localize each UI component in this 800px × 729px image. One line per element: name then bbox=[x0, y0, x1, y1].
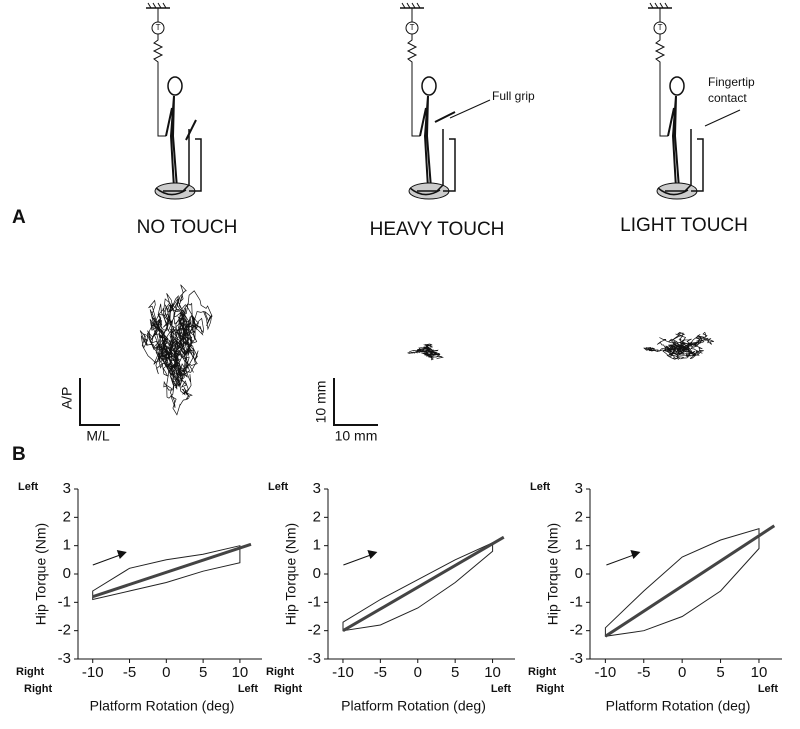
sway-trace bbox=[139, 284, 213, 416]
y-tick-label: 0 bbox=[313, 565, 321, 582]
y-tick-label: 2 bbox=[575, 508, 583, 525]
x-end-label: Right bbox=[536, 683, 564, 695]
x-end-label: Left bbox=[491, 683, 512, 695]
y-tick-label: 3 bbox=[575, 480, 583, 497]
sway-trace bbox=[643, 331, 714, 360]
direction-arrowhead bbox=[630, 550, 641, 559]
scale-bar bbox=[79, 378, 120, 426]
y-tick-label: -2 bbox=[58, 622, 71, 639]
y-end-label: Left bbox=[268, 481, 289, 493]
x-tick-label: 0 bbox=[414, 664, 422, 681]
handle bbox=[185, 111, 456, 141]
y-tick-label: 2 bbox=[313, 508, 321, 525]
x-tick-label: 5 bbox=[716, 664, 724, 681]
y-tick-label: -1 bbox=[58, 593, 71, 610]
setup-diagram bbox=[399, 2, 456, 200]
annotation: Fingertip bbox=[708, 75, 755, 89]
y-tick-label: -2 bbox=[570, 622, 583, 639]
x-tick-label: -10 bbox=[82, 664, 104, 681]
x-end-label: Left bbox=[238, 683, 259, 695]
scale-label: 10 mm bbox=[313, 381, 329, 424]
y-tick-label: 1 bbox=[313, 537, 321, 554]
y-tick-label: -1 bbox=[308, 593, 321, 610]
x-tick-label: 0 bbox=[678, 664, 686, 681]
scale-bar bbox=[333, 378, 378, 426]
torque-loop bbox=[342, 542, 494, 632]
x-tick-label: 10 bbox=[751, 664, 768, 681]
y-tick-label: -3 bbox=[58, 650, 71, 667]
direction-arrowhead bbox=[116, 550, 127, 559]
regression-line bbox=[342, 535, 505, 632]
x-axis-label: Platform Rotation (deg) bbox=[90, 698, 235, 714]
pointer-arrow bbox=[704, 109, 741, 127]
x-tick-label: -10 bbox=[332, 664, 354, 681]
y-tick-label: 1 bbox=[63, 537, 71, 554]
x-end-label: Right bbox=[274, 683, 302, 695]
y-end-label: Right bbox=[16, 666, 44, 678]
y-tick-label: -3 bbox=[570, 650, 583, 667]
setup-diagram bbox=[145, 2, 202, 200]
y-end-label: Left bbox=[18, 481, 39, 493]
sway-trace bbox=[407, 343, 445, 361]
scale-label: A/P bbox=[59, 387, 75, 410]
x-tick-label: 10 bbox=[484, 664, 501, 681]
x-tick-label: 0 bbox=[162, 664, 170, 681]
y-tick-label: 0 bbox=[575, 565, 583, 582]
pointer-arrow bbox=[449, 99, 491, 119]
y-tick-label: 1 bbox=[575, 537, 583, 554]
x-end-label: Right bbox=[24, 683, 52, 695]
y-end-label: Right bbox=[266, 666, 294, 678]
torque-loop bbox=[604, 528, 760, 637]
panel-label: A bbox=[12, 207, 26, 228]
y-tick-label: 3 bbox=[63, 480, 71, 497]
regression-line bbox=[604, 524, 776, 638]
y-axis-label: Hip Torque (Nm) bbox=[33, 523, 49, 625]
y-tick-label: -3 bbox=[308, 650, 321, 667]
x-tick-label: 5 bbox=[451, 664, 459, 681]
direction-arrow bbox=[606, 553, 637, 566]
x-tick-label: -5 bbox=[123, 664, 136, 681]
regression-line bbox=[92, 542, 252, 599]
x-tick-label: -5 bbox=[374, 664, 387, 681]
x-tick-label: 5 bbox=[199, 664, 207, 681]
y-end-label: Right bbox=[528, 666, 556, 678]
y-tick-label: -2 bbox=[308, 622, 321, 639]
direction-arrow bbox=[343, 553, 374, 566]
direction-arrow bbox=[92, 553, 123, 566]
x-tick-label: -10 bbox=[595, 664, 617, 681]
setup-diagram bbox=[647, 2, 704, 200]
y-tick-label: 3 bbox=[313, 480, 321, 497]
direction-arrowhead bbox=[367, 550, 378, 559]
scale-label: M/L bbox=[86, 428, 110, 444]
y-axis-label: Hip Torque (Nm) bbox=[545, 523, 561, 625]
condition-title: NO TOUCH bbox=[137, 217, 238, 238]
y-axis-label: Hip Torque (Nm) bbox=[283, 523, 299, 625]
y-end-label: Left bbox=[530, 481, 551, 493]
annotation: Full grip bbox=[492, 89, 535, 103]
scale-label: 10 mm bbox=[335, 428, 378, 444]
x-tick-label: 10 bbox=[232, 664, 249, 681]
y-tick-label: 0 bbox=[63, 565, 71, 582]
panel-label: B bbox=[12, 444, 26, 465]
x-axis-label: Platform Rotation (deg) bbox=[606, 698, 751, 714]
condition-title: LIGHT TOUCH bbox=[620, 215, 748, 236]
y-tick-label: -1 bbox=[570, 593, 583, 610]
x-tick-label: -5 bbox=[637, 664, 650, 681]
x-axis-label: Platform Rotation (deg) bbox=[341, 698, 486, 714]
y-tick-label: 2 bbox=[63, 508, 71, 525]
torque-loop bbox=[92, 545, 241, 601]
annotation: contact bbox=[708, 91, 747, 105]
condition-title: HEAVY TOUCH bbox=[370, 219, 505, 240]
x-end-label: Left bbox=[758, 683, 779, 695]
